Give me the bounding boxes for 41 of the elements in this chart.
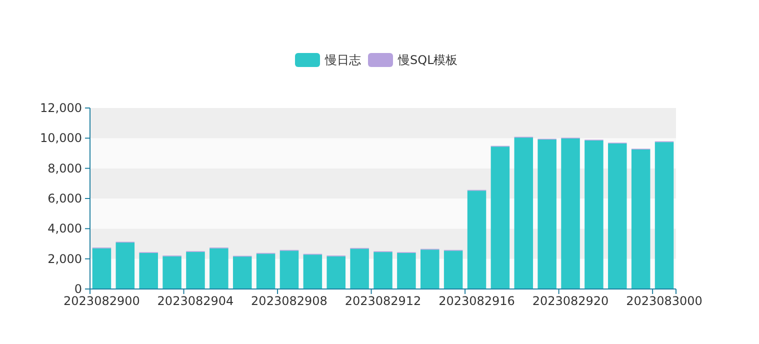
y-tick-label: 0 xyxy=(74,282,82,296)
bar xyxy=(326,256,346,289)
bar xyxy=(631,149,650,289)
x-tick-label: 2023082904 xyxy=(157,294,234,308)
bar xyxy=(350,248,369,289)
bar xyxy=(584,140,604,289)
y-tick-label: 2,000 xyxy=(48,252,82,266)
bar xyxy=(608,143,627,289)
bar xyxy=(162,256,182,289)
y-tick-label: 8,000 xyxy=(48,161,82,176)
bar xyxy=(561,138,580,289)
x-tick-label: 2023082908 xyxy=(251,294,328,308)
bar xyxy=(232,256,252,289)
bar xyxy=(444,250,463,289)
bar xyxy=(92,248,112,289)
bar xyxy=(139,252,158,289)
bar xyxy=(186,252,205,289)
x-tick-label: 2023082912 xyxy=(344,294,422,308)
x-tick-label: 2023082920 xyxy=(532,294,609,308)
bar xyxy=(397,252,416,289)
bar xyxy=(654,142,674,289)
y-tick-label: 10,000 xyxy=(40,131,82,146)
bar xyxy=(280,250,299,289)
bar xyxy=(467,190,486,289)
bar xyxy=(374,252,392,289)
bar xyxy=(256,254,276,289)
y-tick-label: 12,000 xyxy=(40,101,82,115)
y-tick-label: 6,000 xyxy=(48,192,82,206)
x-tick-label: 2023082916 xyxy=(438,294,515,308)
bar xyxy=(538,140,556,289)
bar xyxy=(420,250,440,289)
x-tick-label: 2023083000 xyxy=(626,294,702,308)
bar xyxy=(303,254,322,289)
x-tick-label: 2023082900 xyxy=(64,294,140,308)
bar xyxy=(490,146,510,289)
bar xyxy=(210,248,228,289)
bar xyxy=(116,242,135,289)
y-tick-label: 4,000 xyxy=(48,222,82,236)
bar xyxy=(514,138,534,289)
legend-label: 慢日志 xyxy=(324,53,361,67)
legend-label: 慢SQL模板 xyxy=(397,53,458,67)
